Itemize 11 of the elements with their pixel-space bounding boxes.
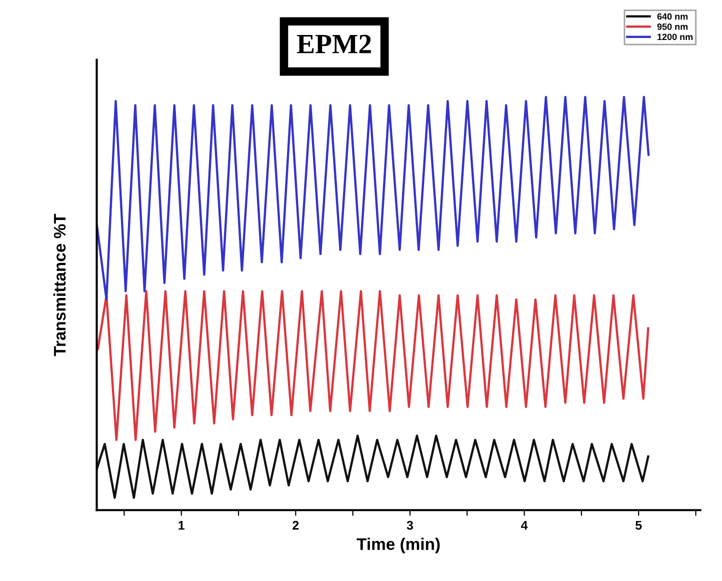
x-tick-label: 5	[636, 520, 642, 530]
x-tick-label: 2	[292, 520, 299, 530]
x-tick-label: 1	[178, 520, 184, 530]
x-tick-label: 3	[406, 520, 413, 530]
legend-label: 1200 nm	[658, 34, 693, 40]
y-axis-title: Transmittance %T	[53, 214, 66, 356]
chart-title: EPM2	[296, 34, 371, 54]
x-tick-label: 4	[521, 520, 528, 530]
legend-label: 950 nm	[657, 23, 688, 30]
x-axis-title: Time (min)	[356, 538, 440, 554]
legend-label: 640 nm	[657, 13, 688, 20]
